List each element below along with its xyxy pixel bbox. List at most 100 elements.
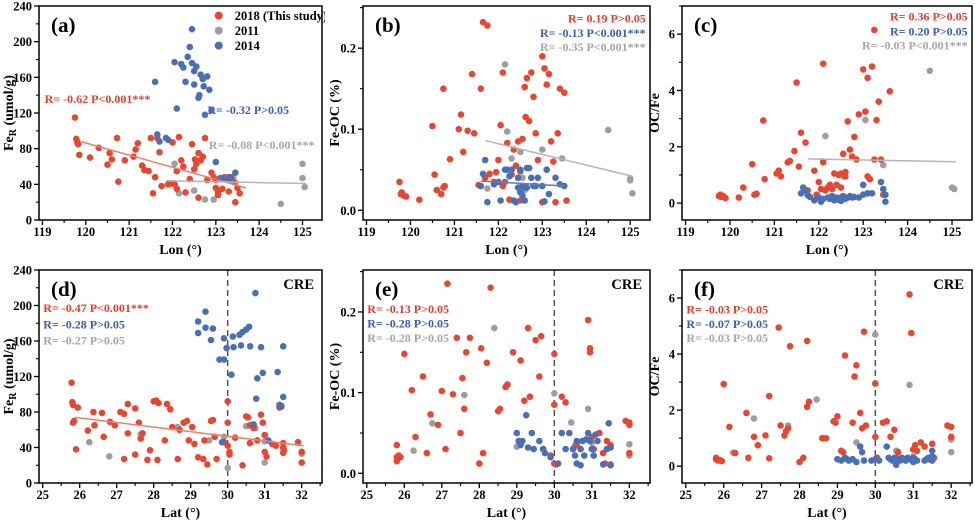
data-point <box>277 200 285 208</box>
data-point <box>748 160 756 168</box>
data-point <box>743 409 750 417</box>
data-point <box>761 175 768 183</box>
x-tick-label: 120 <box>721 225 740 239</box>
data-point <box>156 138 163 145</box>
data-point <box>191 440 198 448</box>
data-point <box>805 398 813 405</box>
data-point <box>862 108 869 115</box>
y-axis: 0 40 80 120 160 200 240 <box>13 264 39 491</box>
data-point <box>218 438 226 446</box>
data-point <box>499 69 507 76</box>
y-tick-label: 6 <box>669 28 675 42</box>
x-axis-title: Lat (°) <box>807 506 847 521</box>
data-point <box>195 194 202 201</box>
data-point <box>735 194 743 201</box>
panel-letter: (f) <box>694 277 715 301</box>
data-point <box>120 455 128 463</box>
series-2014 <box>834 443 936 469</box>
y-tick-label: 6 <box>669 292 675 306</box>
data-point <box>877 178 885 186</box>
data-point <box>819 60 827 67</box>
data-point <box>894 448 902 456</box>
data-point <box>523 184 531 191</box>
data-point <box>605 420 612 427</box>
data-point <box>464 127 471 135</box>
x-tick-label: 124 <box>898 225 918 239</box>
x-tick-label: 123 <box>206 225 225 239</box>
data-point <box>190 165 198 173</box>
y-axis-title: Fe-OC (%) <box>330 343 343 411</box>
data-point <box>226 451 233 458</box>
stat-d-0: R= -0.47 P<0.001*** <box>43 301 149 315</box>
x-tick-label: 124 <box>250 225 270 239</box>
data-point <box>872 331 879 338</box>
data-point <box>567 419 575 426</box>
panel-c: 119 120 121 122 123 124 125 0 2 4 6 Lon (°) OC/Fe (c)… <box>648 0 975 263</box>
data-point <box>429 420 436 427</box>
data-point <box>882 191 889 198</box>
data-point <box>891 426 898 434</box>
data-point <box>517 166 524 173</box>
data-point <box>301 183 309 191</box>
data-point <box>497 197 504 204</box>
data-point <box>539 146 546 153</box>
data-point <box>590 452 597 459</box>
data-point <box>408 386 416 394</box>
stat-b-1: R= -0.13 P<0.001*** <box>540 26 646 40</box>
data-point <box>552 198 559 206</box>
data-point <box>720 380 727 388</box>
data-point <box>765 455 773 462</box>
data-point <box>813 396 820 403</box>
data-point <box>541 65 548 72</box>
data-point <box>236 190 243 197</box>
data-point <box>492 168 500 176</box>
data-point <box>543 81 550 88</box>
panel-b: 119 120 121 122 123 124 125 0.0 0.1 0.2 Lon (°) Fe-… <box>328 0 655 263</box>
data-point <box>877 156 885 163</box>
y-tick-label: 240 <box>13 0 32 14</box>
data-point <box>137 435 144 442</box>
data-point <box>947 423 955 431</box>
data-point <box>440 85 447 92</box>
data-point <box>100 433 107 441</box>
data-point <box>950 185 958 193</box>
x-tick-label: 122 <box>809 225 828 239</box>
y-tick-label: 160 <box>13 71 32 85</box>
x-axis-title: Lon (°) <box>159 243 202 258</box>
y-tick-label: 120 <box>13 370 32 384</box>
data-point <box>586 349 594 356</box>
y-axis: 0 40 80 120 160 200 240 <box>13 0 39 228</box>
data-point <box>261 431 269 439</box>
data-point <box>577 462 584 469</box>
data-point <box>246 343 254 350</box>
data-point <box>718 457 726 465</box>
x-tick-label: 124 <box>577 225 597 239</box>
panel-e: 25 26 27 28 29 30 31 32 0.0 0.1 0.2 Lat (°) Fe-OC (%… <box>328 263 655 526</box>
x-tick-label: 31 <box>258 488 271 502</box>
data-point <box>484 22 491 29</box>
data-point <box>299 160 306 168</box>
data-point <box>412 433 419 441</box>
data-point <box>402 193 410 200</box>
x-tick-label: 29 <box>184 488 197 502</box>
data-point <box>832 419 839 426</box>
data-point <box>563 197 570 204</box>
data-point <box>791 147 798 155</box>
data-point <box>294 438 302 446</box>
data-point <box>244 414 252 421</box>
data-point <box>205 437 213 444</box>
panel-letter: (b) <box>375 13 401 37</box>
data-point <box>775 324 782 331</box>
data-point <box>441 182 448 190</box>
x-tick-label: 32 <box>945 488 958 502</box>
data-point <box>397 453 404 461</box>
data-point <box>802 139 809 146</box>
stat-f-2: R= -0.03 P>0.05 <box>686 331 768 345</box>
data-point <box>947 448 955 456</box>
y-tick-label: 4 <box>669 84 676 98</box>
data-point <box>528 69 535 76</box>
data-point <box>132 146 139 153</box>
data-point <box>481 156 489 164</box>
x-tick-label: 121 <box>120 225 139 239</box>
